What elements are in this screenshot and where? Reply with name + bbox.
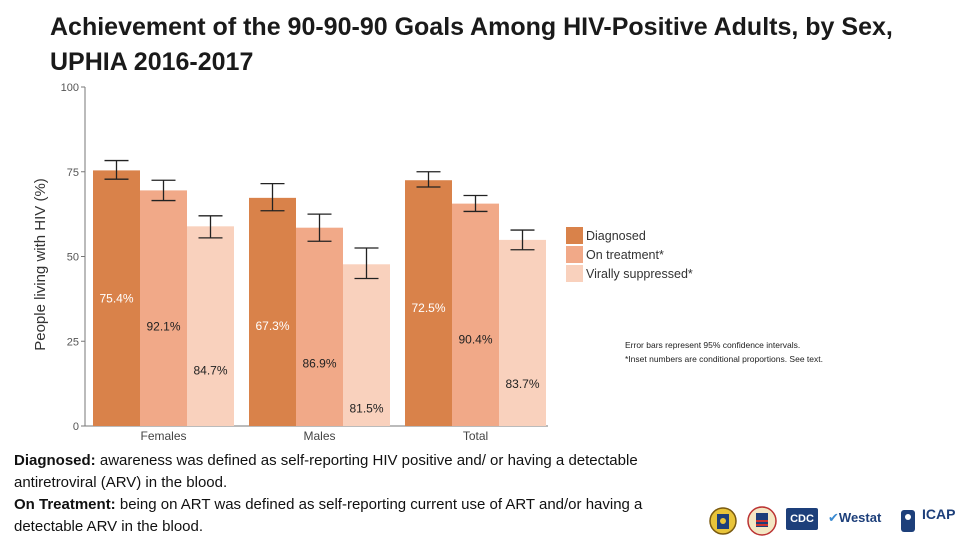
westat-logo-text: Westat <box>838 510 882 525</box>
x-tick-label: Males <box>303 429 335 443</box>
bar <box>499 239 546 426</box>
cdc-logo: CDC <box>786 508 818 530</box>
westat-logo: ✔Westat <box>828 510 881 526</box>
legend-label: Diagnosed <box>586 229 646 243</box>
y-tick-label: 0 <box>73 421 79 433</box>
y-tick-label: 25 <box>67 336 79 348</box>
definition-diagnosed-term: Diagnosed: <box>14 452 96 469</box>
legend-label: On treatment* <box>586 248 664 262</box>
definition-diagnosed: Diagnosed: awareness was defined as self… <box>14 450 704 494</box>
data-label: 90.4% <box>458 333 492 347</box>
bar <box>249 197 296 426</box>
definition-treatment: On Treatment: being on ART was defined a… <box>14 494 704 538</box>
partner-logos: CDC ✔Westat ICAP <box>700 498 960 540</box>
data-label: 84.7% <box>193 363 227 377</box>
y-tick-label: 50 <box>67 252 79 264</box>
bar <box>296 227 343 426</box>
bar <box>343 264 390 426</box>
footnote-error-bars: Error bars represent 95% confidence inte… <box>625 340 801 350</box>
icap-emblem-logo <box>901 510 915 532</box>
data-label: 72.5% <box>411 301 445 315</box>
bar <box>93 170 140 426</box>
data-label: 75.4% <box>99 291 133 305</box>
legend-swatch <box>566 227 583 244</box>
legend-swatch <box>566 246 583 263</box>
x-tick-label: Females <box>140 429 186 443</box>
page-title: Achievement of the 90-90-90 Goals Among … <box>50 13 893 76</box>
bar <box>452 203 499 426</box>
legend-swatch <box>566 265 583 282</box>
y-tick-label: 75 <box>67 167 79 179</box>
data-label: 92.1% <box>146 319 180 333</box>
chart-footnotes: Error bars represent 95% confidence inte… <box>625 338 945 366</box>
data-label: 83.7% <box>505 377 539 391</box>
uganda-coat-of-arms-logo <box>709 507 737 535</box>
bar <box>140 190 187 426</box>
bar <box>187 226 234 426</box>
definition-treatment-term: On Treatment: <box>14 496 116 513</box>
footnote-inset-numbers: *Inset numbers are conditional proportio… <box>625 354 823 364</box>
westat-logo-mark: ✔ <box>828 510 839 525</box>
definitions: Diagnosed: awareness was defined as self… <box>14 450 704 538</box>
bar <box>405 180 452 426</box>
data-label: 81.5% <box>349 401 383 415</box>
y-axis-label: People living with HIV (%) <box>32 178 49 351</box>
data-label: 67.3% <box>255 319 289 333</box>
data-label: 86.9% <box>302 357 336 371</box>
definition-treatment-text: being on ART was defined as self-reporti… <box>14 496 643 535</box>
y-tick-label: 100 <box>61 82 79 94</box>
legend-label: Virally suppressed* <box>586 267 693 281</box>
us-seal-logo <box>747 506 777 536</box>
x-tick-label: Total <box>463 429 488 443</box>
definition-diagnosed-text: awareness was defined as self-reporting … <box>14 452 638 491</box>
icap-logo: ICAP <box>922 506 956 522</box>
